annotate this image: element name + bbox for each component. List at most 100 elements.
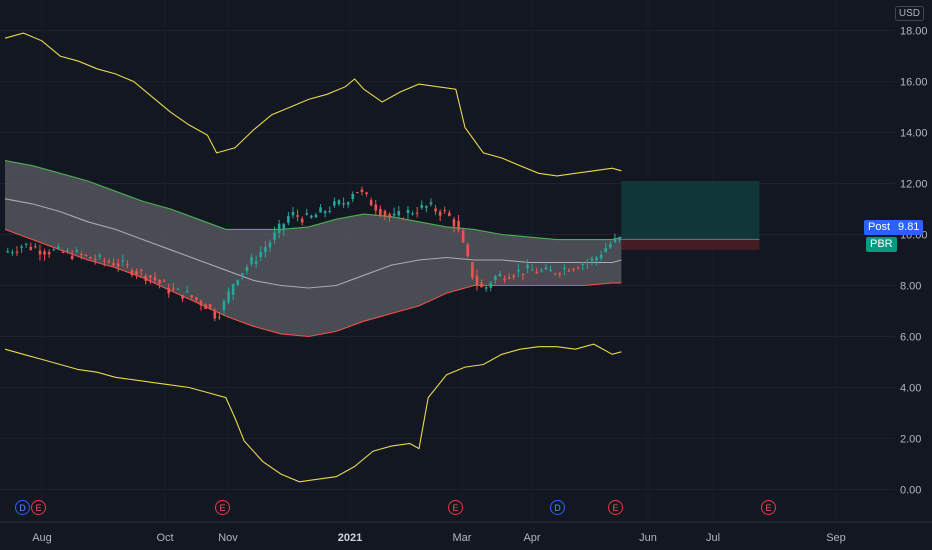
currency-label[interactable]: USD: [894, 6, 924, 21]
candle-body: [337, 200, 341, 205]
candle-body: [38, 250, 42, 255]
candle-body: [6, 251, 10, 253]
candle-body: [84, 254, 88, 256]
candle-body: [461, 230, 465, 243]
price-tick-label: 18.00: [900, 26, 928, 38]
post-price: 9.81: [898, 221, 920, 233]
candle-body: [273, 232, 276, 240]
time-tick-label: Apr: [523, 532, 540, 544]
candle-body: [360, 189, 364, 192]
candle-body: [503, 278, 506, 281]
candle-body: [43, 251, 46, 255]
candle-body: [259, 251, 263, 257]
candle-body: [264, 247, 267, 253]
candle-body: [388, 213, 391, 218]
candle-body: [98, 255, 102, 257]
candle-body: [494, 276, 497, 280]
candle-body: [480, 282, 483, 288]
candle-body: [572, 268, 575, 270]
candle-body: [443, 210, 447, 212]
stop-zone: [621, 239, 760, 250]
candle-body: [553, 273, 557, 275]
time-tick-label: 2021: [338, 532, 362, 544]
candle-body: [227, 291, 230, 303]
ticker-tag: PBR: [866, 237, 897, 252]
candle-body: [379, 208, 382, 216]
candle-body: [61, 251, 65, 253]
candle-body: [319, 207, 322, 213]
time-axis[interactable]: Aug Oct Nov 2021 Mar Apr Jun Jul Sep: [0, 521, 932, 544]
candle-body: [420, 204, 424, 208]
candle-body: [20, 246, 23, 248]
candle-body: [457, 220, 460, 230]
earnings-marker[interactable]: E: [31, 500, 46, 515]
candle-body: [135, 271, 138, 275]
candle-body: [383, 210, 387, 216]
candle-body: [236, 279, 240, 285]
candle-body: [365, 192, 368, 194]
candle-body: [15, 251, 19, 253]
earnings-marker[interactable]: E: [608, 500, 623, 515]
candle-body: [70, 255, 74, 259]
candle-body: [323, 211, 327, 214]
upper-inner-band-line: [4, 160, 622, 241]
candle-body: [190, 295, 194, 298]
candlesticks: [6, 186, 621, 322]
time-tick-label: Mar: [453, 532, 472, 544]
candle-body: [222, 301, 226, 311]
candle-body: [176, 288, 180, 290]
candle-body: [231, 284, 235, 295]
candle-body: [411, 213, 414, 215]
candle-body: [130, 270, 134, 275]
price-tick-label: 8.00: [900, 280, 921, 292]
post-label: Post: [868, 221, 891, 233]
candle-body: [11, 252, 14, 254]
candle-body: [34, 246, 37, 248]
time-tick-label: Jun: [639, 532, 657, 544]
price-tick-label: 16.00: [900, 77, 928, 89]
candle-body: [144, 276, 148, 281]
candle-body: [369, 200, 373, 206]
candle-body: [374, 204, 378, 211]
candle-body: [452, 219, 456, 227]
candle-body: [103, 260, 106, 262]
candle-body: [47, 251, 51, 255]
candle-body: [208, 304, 212, 308]
candle-body: [268, 242, 272, 248]
candle-body: [448, 212, 451, 216]
candle-body: [52, 249, 56, 251]
upper-outer-band-line: [4, 32, 622, 177]
candle-body: [29, 246, 33, 250]
candle-body: [586, 262, 589, 264]
candle-body: [282, 223, 286, 230]
lower-outer-band-line: [4, 343, 622, 483]
price-tick-label: 12.00: [900, 179, 928, 191]
candle-body: [549, 269, 552, 272]
candle-body: [333, 201, 336, 206]
candle-body: [89, 257, 92, 259]
candle-body: [406, 209, 410, 213]
position-zones[interactable]: [621, 180, 760, 250]
earnings-marker[interactable]: E: [761, 500, 776, 515]
candle-body: [567, 270, 571, 272]
candle-body: [544, 267, 548, 270]
dividend-marker[interactable]: D: [550, 500, 565, 515]
candle-body: [498, 273, 502, 277]
candle-body: [218, 316, 221, 318]
dividend-marker[interactable]: D: [15, 500, 30, 515]
time-tick-label: Oct: [156, 532, 173, 544]
candle-body: [126, 264, 129, 266]
candle-body: [618, 237, 621, 241]
time-tick-label: Jul: [706, 532, 720, 544]
candle-body: [351, 194, 355, 199]
earnings-marker[interactable]: E: [215, 500, 230, 515]
price-tick-label: 4.00: [900, 382, 921, 394]
candle-body: [540, 270, 543, 272]
candle-body: [296, 215, 299, 217]
candle-body: [80, 254, 83, 256]
candle-body: [392, 213, 396, 216]
candle-body: [466, 244, 470, 257]
candle-body: [172, 288, 175, 290]
earnings-marker[interactable]: E: [448, 500, 463, 515]
